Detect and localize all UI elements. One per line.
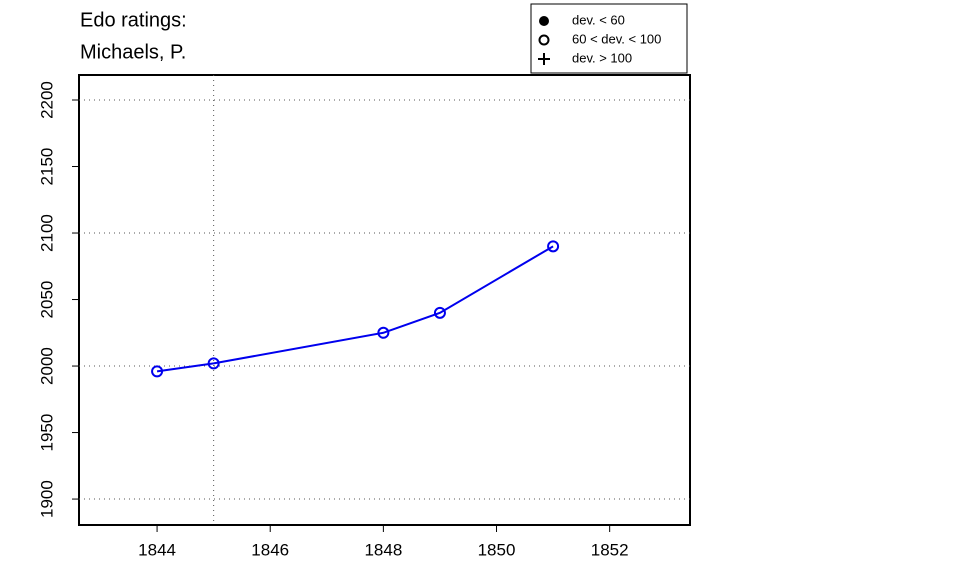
- chart-subtitle: Michaels, P.: [80, 41, 186, 63]
- x-tick-label: 1846: [251, 540, 289, 559]
- legend-label: dev. < 60: [572, 12, 625, 27]
- y-tick-label: 2050: [37, 281, 56, 319]
- point: [547, 240, 560, 253]
- point: [377, 326, 390, 339]
- x-tick-label: 1848: [364, 540, 402, 559]
- y-tick-label: 2000: [37, 347, 56, 385]
- y-tick-label: 1900: [37, 480, 56, 518]
- legend-label: dev. > 100: [572, 50, 632, 65]
- point: [151, 365, 164, 378]
- x-tick-label: 1850: [478, 540, 516, 559]
- y-tick-label: 2100: [37, 214, 56, 252]
- legend-symbol: [539, 16, 549, 26]
- y-tick-label: 2150: [37, 148, 56, 186]
- series-line: [156, 245, 554, 373]
- x-tick-label: 1844: [138, 540, 176, 559]
- chart-title: Edo ratings:: [80, 9, 187, 31]
- legend-label: 60 < dev. < 100: [572, 31, 661, 46]
- y-tick-label: 1950: [37, 414, 56, 452]
- y-tick-label: 2200: [37, 81, 56, 119]
- point: [207, 357, 220, 370]
- legend-box: [530, 3, 688, 74]
- point: [433, 306, 446, 319]
- x-tick-label: 1852: [591, 540, 629, 559]
- legend-symbol: [538, 34, 550, 46]
